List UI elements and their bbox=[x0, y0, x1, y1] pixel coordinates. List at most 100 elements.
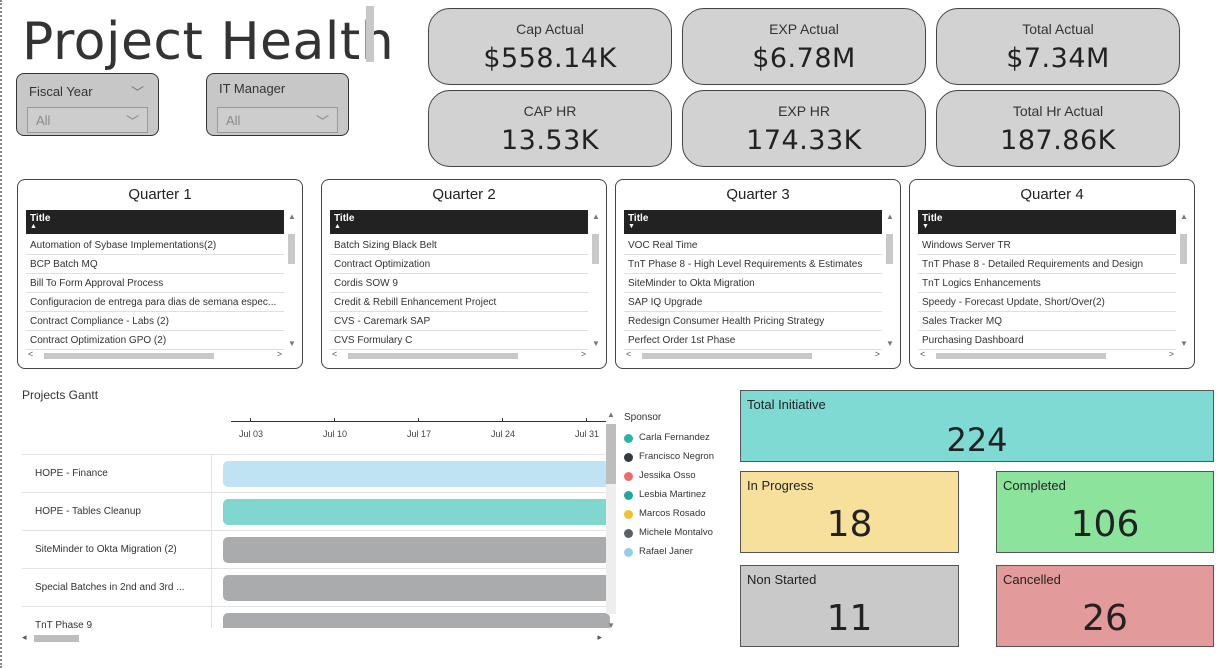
horizontal-scrollbar[interactable]: < > bbox=[332, 349, 586, 361]
table-row[interactable]: Configuracion de entrega para dias de se… bbox=[26, 293, 284, 312]
gantt-row[interactable]: HOPE - Tables Cleanup bbox=[22, 492, 610, 531]
scroll-thumb[interactable] bbox=[1180, 234, 1187, 264]
projects-gantt: Jul 03 Jul 10 Jul 17 Jul 24 Jul 31 HOPE … bbox=[22, 410, 622, 648]
vertical-scrollbar[interactable]: ▲ ▼ bbox=[886, 212, 894, 348]
it-manager-value: All bbox=[226, 113, 241, 128]
table-row[interactable]: VOC Real Time bbox=[624, 236, 882, 255]
sort-desc-icon[interactable]: ▼ bbox=[922, 223, 929, 230]
table-row[interactable]: Contract Optimization bbox=[330, 255, 588, 274]
scroll-thumb[interactable] bbox=[348, 353, 518, 359]
horizontal-scrollbar[interactable]: < > bbox=[626, 349, 880, 361]
scroll-down-icon[interactable]: ▼ bbox=[1180, 339, 1188, 348]
scroll-down-icon[interactable]: ▼ bbox=[607, 621, 615, 630]
table-row[interactable]: BCP Batch MQ bbox=[26, 255, 284, 274]
table-row[interactable]: Automation of Sybase Implementations(2) bbox=[26, 236, 284, 255]
gantt-bar[interactable] bbox=[223, 499, 610, 525]
table-row[interactable]: CVS - Caremark SAP bbox=[330, 312, 588, 331]
table-row[interactable]: Batch Sizing Black Belt bbox=[330, 236, 588, 255]
scroll-up-icon[interactable]: ▲ bbox=[592, 212, 600, 221]
legend-item[interactable]: Marcos Rosado bbox=[624, 508, 714, 527]
legend-item[interactable]: Francisco Negron bbox=[624, 451, 714, 470]
scroll-down-icon[interactable]: ▼ bbox=[886, 339, 894, 348]
table-row[interactable]: SAP IQ Upgrade bbox=[624, 293, 882, 312]
sort-asc-icon[interactable]: ▲ bbox=[30, 223, 37, 230]
table-row[interactable]: SiteMinder to Okta Migration bbox=[624, 274, 882, 293]
table-row[interactable]: Bill To Form Approval Process bbox=[26, 274, 284, 293]
legend-item[interactable]: Rafael Janer bbox=[624, 546, 714, 565]
scroll-left-icon[interactable]: < bbox=[920, 349, 926, 359]
horizontal-scrollbar[interactable]: < > bbox=[28, 349, 282, 361]
scroll-up-icon[interactable]: ▲ bbox=[886, 212, 894, 221]
sort-asc-icon[interactable]: ▲ bbox=[334, 223, 341, 230]
vertical-scrollbar[interactable]: ▲ ▼ bbox=[604, 410, 618, 630]
chevron-down-icon[interactable]: ﹀ bbox=[125, 114, 139, 129]
scroll-thumb[interactable] bbox=[34, 635, 79, 642]
table-row[interactable]: Contract Optimization GPO (2) bbox=[26, 331, 284, 350]
gantt-row[interactable]: SiteMinder to Okta Migration (2) bbox=[22, 530, 610, 569]
scroll-left-icon[interactable]: < bbox=[28, 349, 34, 359]
scroll-thumb[interactable] bbox=[606, 424, 616, 484]
legend-item[interactable]: Lesbia Martinez bbox=[624, 489, 714, 508]
vertical-scrollbar[interactable]: ▲ ▼ bbox=[1180, 212, 1188, 348]
table-row[interactable]: Contract Compliance - Labs (2) bbox=[26, 312, 284, 331]
gantt-bar[interactable] bbox=[223, 575, 610, 601]
scroll-right-icon[interactable]: > bbox=[1168, 349, 1174, 359]
table-row[interactable]: Cordis SOW 9 bbox=[330, 274, 588, 293]
legend-item[interactable]: Michele Montalvo bbox=[624, 527, 714, 546]
it-manager-dropdown[interactable]: All ﹀ bbox=[217, 107, 338, 133]
table-row[interactable]: CVS Formulary C bbox=[330, 331, 588, 350]
table-row[interactable]: Sales Tracker MQ bbox=[918, 312, 1176, 331]
gantt-row[interactable]: HOPE - Finance bbox=[22, 454, 610, 493]
legend-item[interactable]: Jessika Osso bbox=[624, 470, 714, 489]
scroll-left-icon[interactable]: < bbox=[332, 349, 338, 359]
scroll-right-icon[interactable]: > bbox=[874, 349, 880, 359]
scroll-right-icon[interactable]: > bbox=[276, 349, 282, 359]
scroll-right-icon[interactable]: ▸ bbox=[597, 632, 602, 642]
horizontal-scrollbar[interactable]: < > bbox=[920, 349, 1174, 361]
fiscal-year-slicer[interactable]: Fiscal Year ﹀ All ﹀ bbox=[16, 73, 159, 136]
chevron-down-icon[interactable]: ﹀ bbox=[315, 114, 329, 129]
horizontal-scrollbar[interactable]: ◂ ▸ bbox=[22, 632, 602, 644]
gantt-row[interactable]: TnT Phase 9 bbox=[22, 606, 610, 628]
gantt-bar[interactable] bbox=[223, 613, 610, 628]
legend-item[interactable]: Carla Fernandez bbox=[624, 432, 714, 451]
scroll-thumb[interactable] bbox=[642, 353, 812, 359]
table-row[interactable]: Windows Server TR bbox=[918, 236, 1176, 255]
column-header-title[interactable]: Title ▲ bbox=[26, 210, 284, 234]
scroll-down-icon[interactable]: ▼ bbox=[592, 339, 600, 348]
table-row[interactable]: Purchasing Dashboard bbox=[918, 331, 1176, 350]
gantt-row[interactable]: Special Batches in 2nd and 3rd ... bbox=[22, 568, 610, 607]
scroll-thumb[interactable] bbox=[592, 234, 599, 264]
scroll-track[interactable] bbox=[606, 424, 616, 614]
scroll-thumb[interactable] bbox=[288, 234, 295, 264]
table-row[interactable]: Credit & Rebill Enhancement Project bbox=[330, 293, 588, 312]
table-row[interactable]: TnT Phase 8 - High Level Requirements & … bbox=[624, 255, 882, 274]
scroll-thumb[interactable] bbox=[44, 353, 214, 359]
table-row[interactable]: Redesign Consumer Health Pricing Strateg… bbox=[624, 312, 882, 331]
fiscal-year-dropdown[interactable]: All ﹀ bbox=[27, 107, 148, 133]
scroll-left-icon[interactable]: < bbox=[626, 349, 632, 359]
scroll-left-icon[interactable]: ◂ bbox=[22, 632, 27, 642]
scroll-down-icon[interactable]: ▼ bbox=[288, 339, 296, 348]
vertical-scrollbar[interactable]: ▲ ▼ bbox=[592, 212, 600, 348]
vertical-scrollbar[interactable]: ▲ ▼ bbox=[288, 212, 296, 348]
gantt-bar[interactable] bbox=[223, 461, 610, 487]
table-row[interactable]: TnT Logics Enhancements bbox=[918, 274, 1176, 293]
stat-value: 106 bbox=[1070, 504, 1140, 545]
scroll-right-icon[interactable]: > bbox=[580, 349, 586, 359]
column-header-title[interactable]: Title ▼ bbox=[918, 210, 1176, 234]
sort-desc-icon[interactable]: ▼ bbox=[628, 223, 635, 230]
table-row[interactable]: TnT Phase 8 - Detailed Requirements and … bbox=[918, 255, 1176, 274]
column-header-title[interactable]: Title ▲ bbox=[330, 210, 588, 234]
scroll-up-icon[interactable]: ▲ bbox=[607, 410, 615, 419]
scroll-up-icon[interactable]: ▲ bbox=[1180, 212, 1188, 221]
scroll-up-icon[interactable]: ▲ bbox=[288, 212, 296, 221]
scroll-thumb[interactable] bbox=[886, 234, 893, 264]
table-row[interactable]: Perfect Order 1st Phase bbox=[624, 331, 882, 350]
chevron-down-icon[interactable]: ﹀ bbox=[130, 85, 144, 100]
it-manager-slicer[interactable]: IT Manager All ﹀ bbox=[206, 73, 349, 136]
scroll-thumb[interactable] bbox=[936, 353, 1106, 359]
column-header-title[interactable]: Title ▼ bbox=[624, 210, 882, 234]
table-row[interactable]: Speedy - Forecast Update, Short/Over(2) bbox=[918, 293, 1176, 312]
gantt-bar[interactable] bbox=[223, 537, 610, 563]
